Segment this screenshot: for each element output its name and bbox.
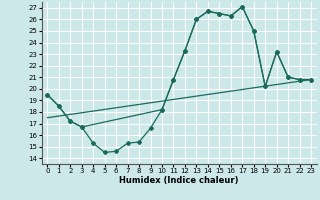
X-axis label: Humidex (Indice chaleur): Humidex (Indice chaleur) — [119, 176, 239, 185]
